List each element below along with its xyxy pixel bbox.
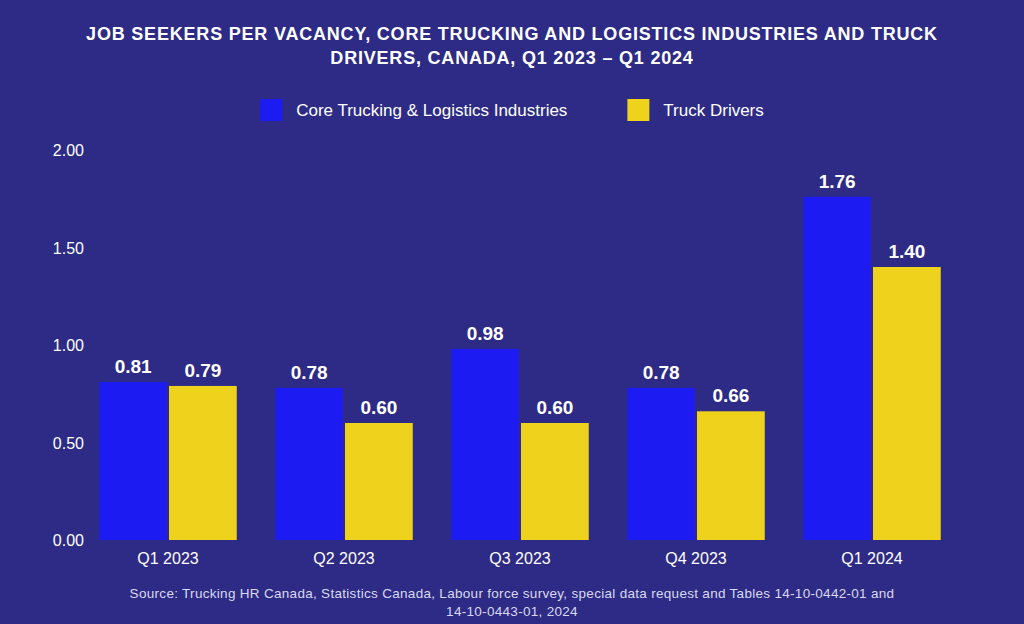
y-tick-label: 0.00 xyxy=(53,532,84,549)
legend-label: Truck Drivers xyxy=(663,101,763,120)
data-label: 0.60 xyxy=(360,397,397,418)
bar xyxy=(451,349,519,540)
bars xyxy=(99,197,941,540)
chart: 0.00 0.50 1.00 1.50 2.00 0.81 0.79 0.78 0.60 0.98… xyxy=(0,0,1024,624)
y-tick-label: 1.00 xyxy=(53,337,84,354)
data-label: 0.78 xyxy=(291,362,328,383)
data-label: 0.60 xyxy=(536,397,573,418)
legend: Core Trucking & Logistics Industries Truc… xyxy=(260,99,764,121)
bar xyxy=(275,388,343,540)
source-note: Source: Trucking HR Canada, Statistics C… xyxy=(122,585,902,621)
legend-swatch xyxy=(627,99,649,121)
x-tick-label: Q2 2023 xyxy=(313,550,374,567)
data-label: 0.66 xyxy=(712,385,749,406)
data-label: 0.79 xyxy=(184,360,221,381)
bar xyxy=(873,267,941,540)
y-tick-label: 2.00 xyxy=(53,142,84,159)
bar xyxy=(627,388,695,540)
data-label: 0.81 xyxy=(115,356,152,377)
data-label: 0.98 xyxy=(467,323,504,344)
legend-swatch xyxy=(260,99,282,121)
legend-label: Core Trucking & Logistics Industries xyxy=(296,101,567,120)
y-tick-label: 1.50 xyxy=(53,240,84,257)
bar xyxy=(697,411,765,540)
x-tick-label: Q1 2023 xyxy=(137,550,198,567)
data-label: 1.40 xyxy=(888,241,925,262)
x-tick-label: Q1 2024 xyxy=(841,550,902,567)
data-labels: 0.81 0.79 0.78 0.60 0.98 0.60 0.78 0.66 1.76 1.40 xyxy=(115,171,926,418)
data-label: 0.78 xyxy=(643,362,680,383)
y-tick-label: 0.50 xyxy=(53,435,84,452)
bar xyxy=(345,423,413,540)
x-tick-label: Q4 2023 xyxy=(665,550,726,567)
data-label: 1.76 xyxy=(819,171,856,192)
bar xyxy=(521,423,589,540)
bar xyxy=(803,197,871,540)
chart-title: JOB SEEKERS PER VACANCY, CORE TRUCKING A… xyxy=(52,22,972,70)
bar xyxy=(99,382,167,540)
bar xyxy=(169,386,237,540)
x-tick-label: Q3 2023 xyxy=(489,550,550,567)
